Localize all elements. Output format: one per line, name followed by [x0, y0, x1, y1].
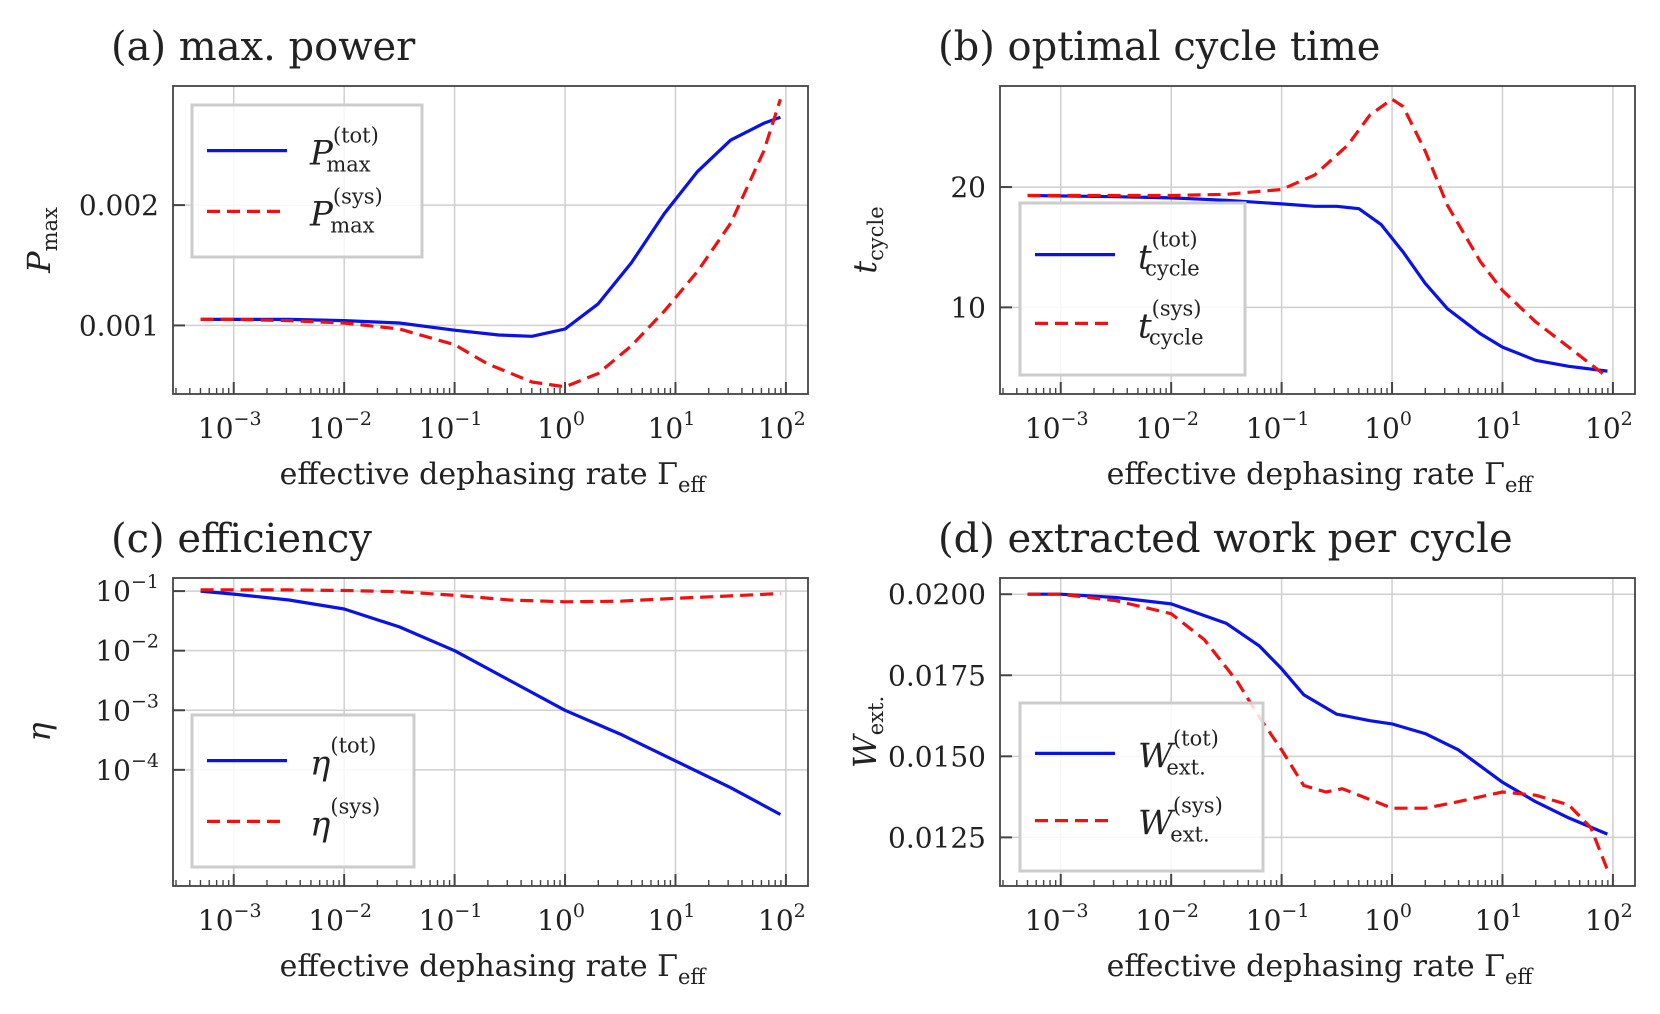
x-tick-label: 10−2 — [308, 900, 372, 937]
y-tick-label: 0.002 — [79, 189, 159, 222]
x-tick-label: 101 — [648, 900, 696, 937]
legend-label-tot: η(tot) — [310, 734, 376, 784]
series-line-tot — [1027, 193, 1608, 373]
y-axis-label: Pmax — [20, 207, 62, 274]
legend-label-tot: W(tot) ext. — [1138, 726, 1219, 779]
y-tick-label: 10−3 — [95, 690, 159, 727]
y-tick-label: 0.0125 — [888, 821, 986, 854]
y-tick-label: 0.001 — [79, 309, 159, 342]
y-tick-label: 10−4 — [95, 750, 159, 787]
panel-c: 10−3 10−2 10−1 100 101 102 10−1 10−2 10−3 10−4 (c)… — [20, 516, 809, 989]
x-tick-label: 102 — [1585, 408, 1633, 445]
x-axis-label: effective dephasing rate Γeff — [280, 949, 708, 989]
y-axis-label: tcycle — [846, 206, 888, 273]
plot-frame — [999, 577, 1636, 887]
x-tick-label: 102 — [758, 900, 806, 937]
x-tick-label: 100 — [1364, 408, 1412, 445]
x-tick-label: 10−1 — [419, 900, 483, 937]
panel-a: 10−3 10−2 10−1 100 101 102 0.001 0.002 (a) max. … — [20, 24, 809, 497]
legend-label-sys: W(sys) ext. — [1138, 794, 1223, 847]
x-tick-label: 10−1 — [1246, 408, 1310, 445]
x-tick-label: 101 — [1475, 408, 1523, 445]
series-line-tot — [200, 589, 782, 816]
x-tick-label: 10−3 — [198, 900, 262, 937]
panel-title: (b) optimal cycle time — [938, 24, 1380, 70]
legend: t(tot) cycle t(sys) cycle — [1018, 201, 1247, 377]
x-tick-label: 101 — [1475, 900, 1523, 937]
y-tick-label: 20 — [950, 171, 986, 204]
panel-title: (d) extracted work per cycle — [938, 516, 1513, 562]
x-tick-label: 100 — [537, 408, 585, 445]
plot-frame — [172, 85, 809, 395]
y-tick-label: 0.0175 — [888, 659, 986, 692]
legend-box — [190, 713, 416, 869]
x-tick-label: 10−1 — [1246, 900, 1310, 937]
series-line-sys — [1027, 97, 1609, 379]
legend: W(tot) ext. W(sys) ext. — [1018, 701, 1265, 873]
x-tick-label: 10−3 — [1025, 408, 1089, 445]
y-tick-label: 10−2 — [95, 631, 159, 668]
series-line-tot — [1027, 592, 1609, 836]
legend-box — [1018, 701, 1265, 873]
plot-frame — [999, 85, 1636, 395]
series-line-sys — [200, 98, 782, 389]
x-tick-label: 101 — [648, 408, 696, 445]
legend-label-sys: P(sys) max — [309, 184, 383, 237]
x-tick-label: 102 — [1585, 900, 1633, 937]
panel-b: 10−3 10−2 10−1 100 101 102 10 20 (b) optimal cyc… — [846, 24, 1636, 497]
x-tick-label: 10−2 — [1135, 408, 1199, 445]
legend-label-tot: P(tot) max — [309, 124, 379, 177]
x-tick-label: 10−3 — [198, 408, 262, 445]
legend: η(tot) η(sys) — [190, 713, 416, 869]
y-tick-label: 0.0150 — [888, 740, 986, 773]
plot-frame — [172, 577, 809, 887]
y-tick-label: 0.0200 — [888, 578, 986, 611]
x-tick-label: 10−2 — [1135, 900, 1199, 937]
series-line-tot — [200, 115, 781, 338]
legend: P(tot) max P(sys) max — [190, 103, 424, 259]
panel-title: (c) efficiency — [111, 516, 372, 562]
x-axis-label: effective dephasing rate Γeff — [1107, 949, 1535, 989]
legend-box — [1018, 201, 1247, 377]
x-tick-label: 10−3 — [1025, 900, 1089, 937]
panel-d: 10−3 10−2 10−1 100 101 102 0.0125 0.0150 0.0175 0… — [846, 516, 1636, 989]
x-tick-label: 100 — [1364, 900, 1412, 937]
series-line-sys — [1027, 592, 1609, 871]
x-tick-label: 10−2 — [308, 408, 372, 445]
y-axis-label: η — [20, 722, 58, 741]
y-axis-label: Wext. — [846, 696, 888, 768]
panel-title: (a) max. power — [111, 24, 416, 70]
legend-label-sys: t(sys) cycle — [1138, 296, 1204, 349]
x-tick-label: 102 — [758, 408, 806, 445]
legend-box — [190, 103, 424, 259]
x-tick-label: 100 — [537, 900, 585, 937]
y-tick-label: 10−1 — [95, 571, 159, 608]
legend-label-tot: t(tot) cycle — [1138, 228, 1200, 281]
x-axis-label: effective dephasing rate Γeff — [280, 457, 708, 497]
y-tick-label: 10 — [950, 291, 986, 324]
x-tick-label: 10−1 — [419, 408, 483, 445]
legend-label-sys: η(sys) — [310, 794, 380, 844]
series-line-sys — [200, 588, 781, 604]
x-axis-label: effective dephasing rate Γeff — [1107, 457, 1535, 497]
